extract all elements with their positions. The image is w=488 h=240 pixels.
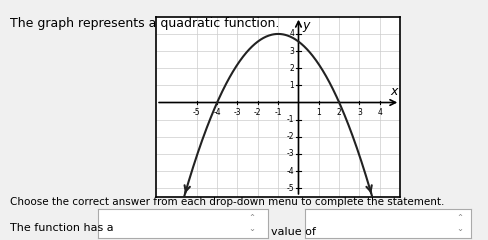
Text: ⌃
⌄: ⌃ ⌄ (248, 214, 255, 233)
Text: 4: 4 (377, 108, 382, 117)
Text: -5: -5 (193, 108, 201, 117)
Text: 3: 3 (357, 108, 362, 117)
Text: -3: -3 (234, 108, 241, 117)
Text: x: x (391, 85, 398, 98)
Text: -4: -4 (213, 108, 221, 117)
Text: The graph represents a quadratic function.: The graph represents a quadratic functio… (10, 17, 279, 30)
Text: 2: 2 (337, 108, 342, 117)
Text: -3: -3 (287, 150, 294, 158)
Text: -2: -2 (254, 108, 262, 117)
Text: value of: value of (271, 227, 316, 237)
Text: 4: 4 (289, 30, 294, 38)
Text: ⌃
⌄: ⌃ ⌄ (456, 214, 463, 233)
Text: -4: -4 (287, 167, 294, 176)
Text: y: y (303, 18, 310, 31)
Text: 1: 1 (290, 81, 294, 90)
Text: Choose the correct answer from each drop-down menu to complete the statement.: Choose the correct answer from each drop… (10, 197, 444, 207)
Text: -1: -1 (287, 115, 294, 124)
Text: The function has a: The function has a (10, 223, 113, 233)
Text: -1: -1 (274, 108, 282, 117)
Text: 3: 3 (289, 47, 294, 56)
Text: -2: -2 (287, 132, 294, 141)
Text: 2: 2 (290, 64, 294, 73)
Text: -5: -5 (287, 184, 294, 193)
Text: 1: 1 (316, 108, 321, 117)
